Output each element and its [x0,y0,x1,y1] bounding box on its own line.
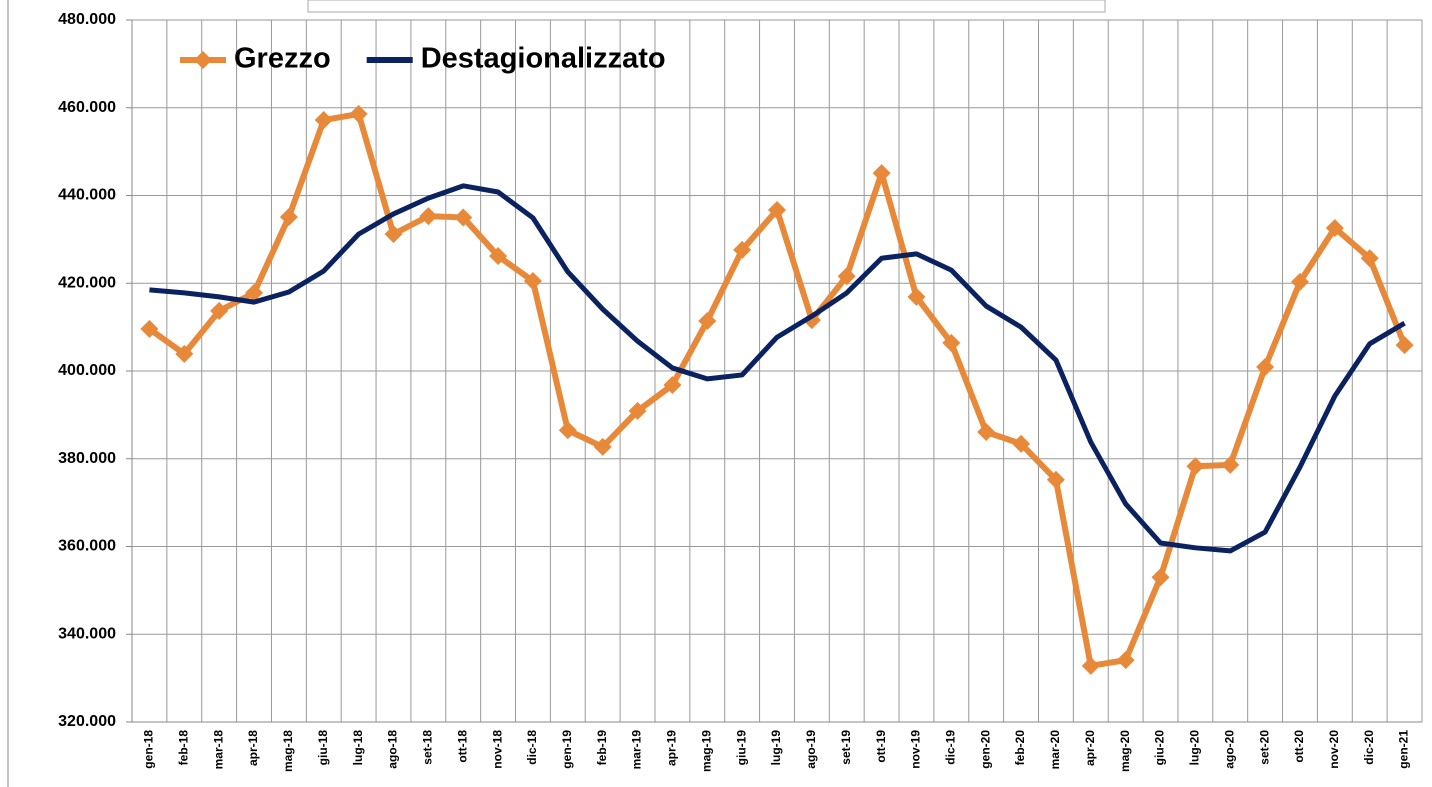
marker [245,283,264,302]
legend-label: Grezzo [234,43,331,75]
x-tick-label: lug-18 [351,730,365,766]
x-tick-label: mar-19 [630,730,644,770]
marker [210,301,229,320]
x-tick-label: ago-19 [804,730,818,769]
x-tick-label: ott-19 [874,730,888,763]
x-tick-label: nov-20 [1327,730,1341,769]
marker [1012,434,1031,453]
y-tick-label: 340.000 [58,625,116,642]
x-tick-label: feb-19 [595,730,609,766]
x-tick-label: giu-19 [734,730,748,766]
marker [663,376,682,395]
x-tick-label: lug-20 [1188,730,1202,766]
series-line [149,183,1406,554]
x-tick-label: gen-20 [978,730,992,769]
marker [1116,651,1135,670]
marker [558,421,577,440]
x-tick-label: mag-20 [1118,730,1132,772]
legend-marker [194,51,212,69]
x-tick-label: ott-18 [455,730,469,763]
marker [628,401,647,420]
x-tick-label: set-19 [839,730,853,765]
x-tick-label: feb-18 [176,730,190,766]
y-tick-label: 440.000 [58,187,116,204]
y-tick-label: 380.000 [58,450,116,467]
y-tick-label: 460.000 [58,99,116,116]
marker [977,422,996,441]
x-tick-label: ago-20 [1222,730,1236,769]
x-tick-label: set-18 [421,730,435,765]
marker [768,200,786,219]
marker [349,104,368,123]
marker [523,272,542,291]
marker [1395,336,1414,355]
x-tick-label: mar-20 [1048,730,1062,770]
marker [419,207,438,226]
x-tick-label: lug-19 [769,730,783,766]
y-tick-label: 320.000 [58,713,116,730]
x-tick-label: dic-19 [943,730,957,765]
marker [1256,358,1275,377]
marker [279,207,298,226]
header-bar [307,0,1106,13]
marker [489,247,508,266]
marker [1221,455,1240,474]
marker [1325,218,1344,237]
x-tick-label: apr-18 [246,730,260,766]
x-tick-label: mag-19 [699,730,713,772]
legend-label: Destagionalizzato [421,43,666,75]
marker [942,333,961,352]
marker [733,240,752,259]
marker [593,437,612,456]
marker [837,267,856,286]
x-tick-label: dic-20 [1362,730,1376,765]
y-tick-label: 420.000 [58,274,116,291]
marker [872,164,891,183]
marker [1290,272,1309,291]
x-tick-label: nov-18 [490,730,504,769]
x-tick-label: gen-19 [560,730,574,769]
marker [454,208,473,227]
x-tick-label: ott-20 [1292,730,1306,763]
x-tick-label: giu-18 [316,730,330,766]
marker [907,287,926,306]
marker [314,111,333,130]
x-tick-label: apr-19 [665,730,679,766]
x-tick-label: nov-19 [909,730,923,769]
marker [175,344,194,363]
x-tick-label: mag-18 [281,730,295,772]
marker [698,311,717,330]
marker [1360,249,1379,268]
marker [1151,568,1170,587]
x-tick-label: giu-20 [1153,730,1167,766]
marker [1081,656,1100,675]
x-tick-label: feb-20 [1013,730,1027,766]
y-tick-label: 480.000 [58,11,116,28]
x-tick-label: set-20 [1257,730,1271,765]
marker [1046,470,1065,489]
series-line [147,110,1408,669]
x-tick-label: mar-18 [211,730,225,770]
x-tick-label: gen-18 [142,730,156,769]
x-tick-label: ago-18 [386,730,400,769]
x-tick-label: apr-20 [1083,730,1097,766]
y-tick-label: 360.000 [58,538,116,555]
marker [140,319,159,338]
y-tick-label: 400.000 [58,362,116,379]
x-tick-label: gen-21 [1397,730,1411,769]
x-tick-label: dic-18 [525,730,539,765]
marker [384,225,403,244]
marker [1186,457,1205,476]
